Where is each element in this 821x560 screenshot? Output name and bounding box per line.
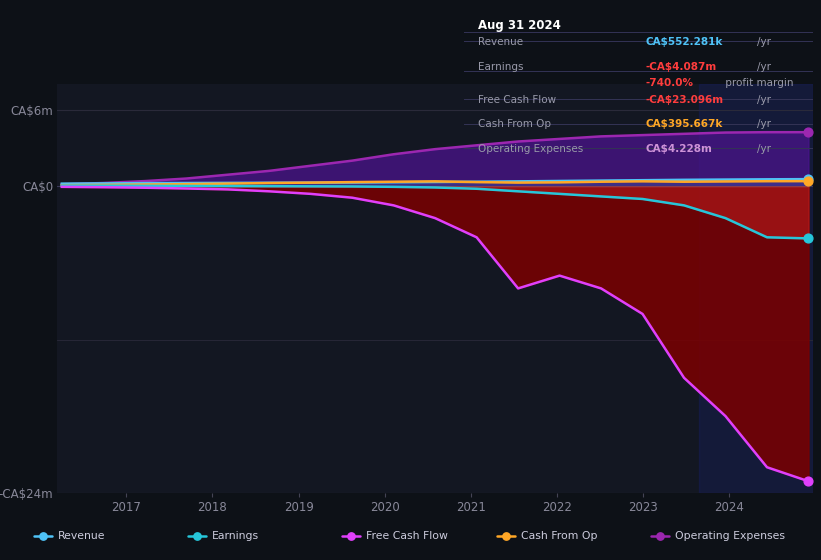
Point — [36, 532, 49, 541]
Text: /yr: /yr — [757, 62, 771, 72]
Text: -CA$23.096m: -CA$23.096m — [645, 95, 723, 105]
Point — [345, 532, 358, 541]
Point — [499, 532, 512, 541]
Text: Revenue: Revenue — [478, 37, 523, 47]
Point — [802, 234, 815, 243]
Text: CA$395.667k: CA$395.667k — [645, 119, 722, 129]
Text: CA$552.281k: CA$552.281k — [645, 37, 722, 47]
Text: Operating Expenses: Operating Expenses — [478, 144, 583, 154]
Text: Cash From Op: Cash From Op — [521, 531, 597, 541]
Text: Earnings: Earnings — [212, 531, 259, 541]
Text: Revenue: Revenue — [57, 531, 105, 541]
Text: Operating Expenses: Operating Expenses — [675, 531, 785, 541]
Point — [190, 532, 204, 541]
Text: Earnings: Earnings — [478, 62, 523, 72]
Text: -CA$4.087m: -CA$4.087m — [645, 62, 717, 72]
Text: /yr: /yr — [757, 95, 771, 105]
Text: /yr: /yr — [757, 119, 771, 129]
Point — [802, 176, 815, 185]
Point — [802, 128, 815, 137]
Bar — [699, 84, 813, 493]
Text: Free Cash Flow: Free Cash Flow — [366, 531, 448, 541]
Text: /yr: /yr — [757, 37, 771, 47]
Text: Aug 31 2024: Aug 31 2024 — [478, 20, 561, 32]
Point — [654, 532, 667, 541]
Point — [802, 477, 815, 486]
Text: Cash From Op: Cash From Op — [478, 119, 551, 129]
Text: -740.0%: -740.0% — [645, 78, 693, 88]
Text: /yr: /yr — [757, 144, 771, 154]
Text: Free Cash Flow: Free Cash Flow — [478, 95, 556, 105]
Point — [802, 175, 815, 184]
Text: profit margin: profit margin — [722, 78, 794, 88]
Text: CA$4.228m: CA$4.228m — [645, 144, 712, 154]
